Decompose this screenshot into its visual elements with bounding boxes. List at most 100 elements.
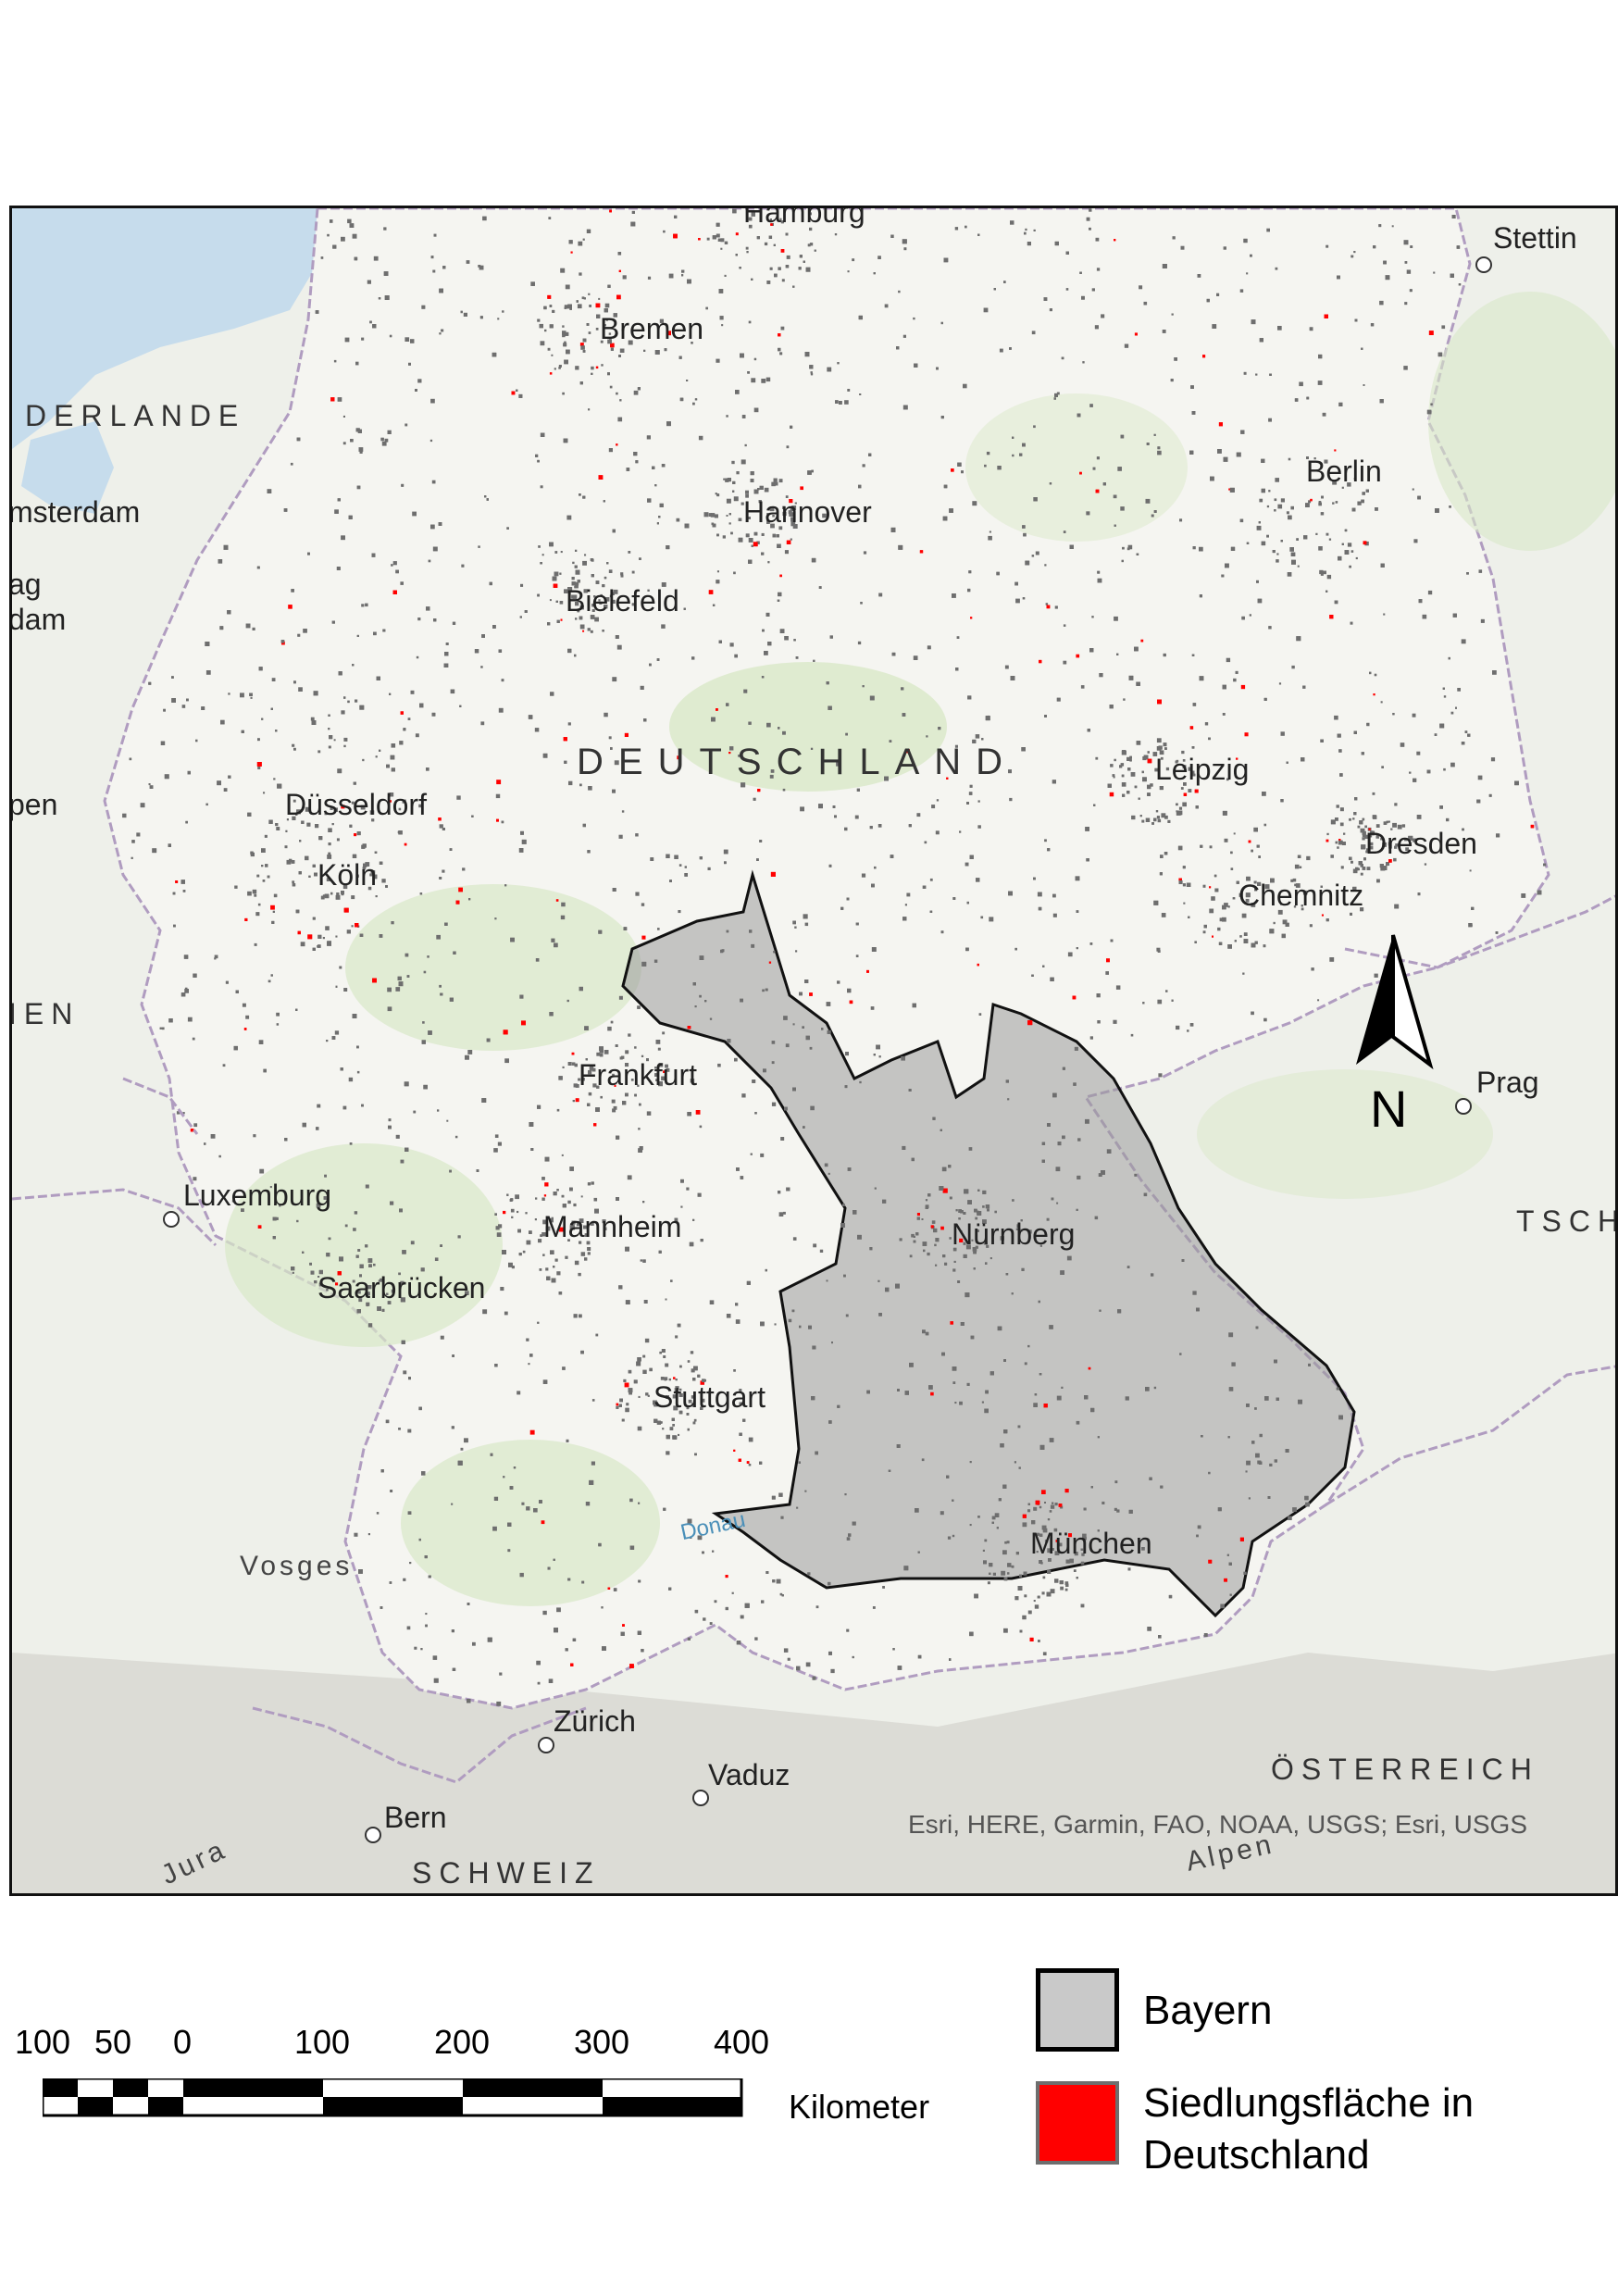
settlement-dot: [1330, 819, 1336, 825]
settlement-dot: [1317, 381, 1323, 385]
settlement-dot: [185, 820, 188, 824]
settlement-dot: [1326, 918, 1329, 922]
settlement-dot: [349, 223, 355, 228]
settlement-dot: [1457, 688, 1461, 692]
settlement-dot: [359, 450, 363, 454]
settlement-dot: [1154, 767, 1158, 772]
settlement-dot: [1007, 1098, 1010, 1101]
settlement-dot: [1055, 1167, 1061, 1172]
settlement-dot: [329, 735, 333, 740]
settlement-dot: [792, 1087, 796, 1092]
settlement-dot: [1090, 1407, 1095, 1413]
settlement-dot: [538, 1239, 542, 1243]
settlement-dot: [643, 1300, 648, 1304]
settlement-dot: [1311, 967, 1314, 971]
settlement-dot: [584, 1257, 588, 1261]
settlement-dot: [764, 487, 769, 493]
settlement-dot: [783, 1648, 789, 1653]
settlement-dot: [729, 746, 734, 751]
settlement-dot: [1244, 732, 1249, 737]
settlement-dot: [772, 1579, 776, 1583]
settlement-dot: [1097, 1436, 1100, 1439]
settlement-dot: [542, 1610, 547, 1616]
settlement-dot: [1089, 942, 1093, 945]
settlement-dot: [961, 470, 964, 474]
settlement-dot: [1354, 318, 1358, 322]
settlement-dot: [1295, 883, 1301, 888]
settlement-dot: [521, 1020, 526, 1026]
settlement-dot: [1416, 751, 1421, 755]
settlement-dot: [1338, 1415, 1343, 1420]
settlement-dot: [1156, 816, 1160, 819]
settlement-dot: [1203, 924, 1207, 929]
settlement-dot: [1262, 792, 1266, 796]
settlement-dot: [563, 438, 568, 443]
settlement-dot: [638, 1395, 641, 1398]
settlement-dot: [1353, 812, 1357, 816]
settlement-dot: [579, 783, 582, 787]
settlement-dot: [976, 878, 980, 882]
settlement-dot: [389, 800, 392, 803]
settlement-dot: [790, 425, 793, 429]
settlement-dot: [1521, 893, 1526, 898]
settlement-dot: [675, 1395, 678, 1399]
settlement-dot: [272, 1236, 276, 1240]
settlement-dot: [551, 354, 554, 356]
settlement-dot: [1039, 1533, 1043, 1537]
settlement-dot: [637, 1084, 640, 1087]
settlement-dot: [770, 871, 776, 877]
settlement-dot: [946, 1475, 950, 1479]
settlement-dot: [1194, 941, 1197, 943]
settlement-dot: [965, 862, 969, 867]
settlement-dot: [1306, 855, 1311, 861]
settlement-dot: [343, 988, 348, 992]
settlement-dot: [492, 1526, 497, 1531]
settlement-dot: [753, 531, 758, 536]
map-frame[interactable]: Hamburg Stettin Bremen Berlin msterdam H…: [9, 206, 1618, 1896]
settlement-dot: [610, 747, 613, 750]
settlement-dot: [564, 589, 568, 593]
settlement-dot: [679, 397, 684, 402]
settlement-dot: [680, 1179, 684, 1183]
settlement-dot: [499, 1672, 503, 1676]
settlement-dot: [1372, 792, 1375, 795]
settlement-dot: [1241, 913, 1247, 918]
settlement-dot: [537, 1681, 541, 1685]
settlement-dot: [769, 774, 774, 779]
settlement-dot: [1085, 827, 1089, 831]
settlement-dot: [1127, 1567, 1131, 1571]
settlement-dot: [654, 350, 660, 355]
settlement-dot: [602, 1219, 606, 1224]
settlement-dot: [599, 1048, 604, 1054]
settlement-dot: [284, 845, 288, 849]
settlement-dot: [381, 441, 387, 446]
settlement-dot: [590, 630, 593, 633]
settlement-dot: [575, 581, 579, 586]
settlement-dot: [784, 1106, 788, 1111]
settlement-dot: [478, 545, 480, 548]
settlement-dot: [1064, 1581, 1069, 1585]
settlement-dot: [1192, 703, 1197, 706]
settlement-dot: [398, 1428, 401, 1430]
settlement-dot: [1261, 488, 1265, 493]
settlement-dot: [763, 1068, 766, 1073]
settlement-dot: [1053, 1528, 1058, 1532]
settlement-dot: [1000, 1443, 1004, 1448]
settlement-dot: [1330, 855, 1334, 858]
settlement-dot: [935, 1264, 938, 1267]
settlement-dot: [699, 1125, 703, 1129]
settlement-dot: [309, 1262, 312, 1266]
settlement-dot: [1255, 1453, 1260, 1458]
settlement-dot: [325, 926, 330, 930]
settlement-dot: [798, 1461, 801, 1464]
settlement-dot: [518, 1253, 522, 1256]
settlement-dot: [855, 922, 859, 926]
settlement-dot: [1326, 590, 1328, 593]
settlement-dot: [782, 788, 786, 792]
settlement-dot: [131, 840, 135, 843]
settlement-dot: [328, 728, 330, 730]
settlement-dot: [1110, 939, 1114, 942]
settlement-dot: [1461, 742, 1465, 745]
settlement-dot: [581, 296, 585, 300]
settlement-dot: [1038, 1300, 1040, 1304]
